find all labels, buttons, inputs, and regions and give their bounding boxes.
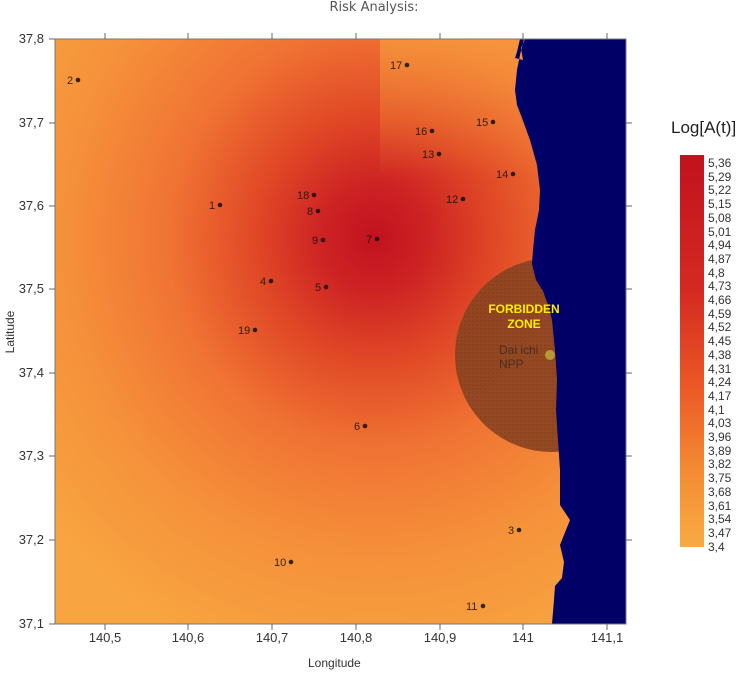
svg-text:NPP: NPP [499, 357, 524, 371]
colorbar-tick: 4,38 [708, 347, 732, 362]
svg-text:5: 5 [315, 282, 321, 294]
colorbar-tick: 3,4 [708, 539, 725, 554]
svg-text:FORBIDDEN: FORBIDDEN [488, 302, 559, 316]
svg-text:9: 9 [312, 235, 318, 247]
svg-text:17: 17 [390, 60, 402, 72]
x-tick: 140,6 [171, 630, 205, 645]
colorbar [680, 155, 704, 547]
x-tick: 141 [512, 630, 534, 645]
y-tick: 37,4 [18, 365, 44, 380]
y-tick: 37,8 [18, 31, 44, 46]
svg-text:16: 16 [415, 126, 427, 138]
colorbar-tick: 3,68 [708, 484, 732, 499]
colorbar-tick: 3,89 [708, 443, 732, 458]
x-tick: 140,7 [255, 630, 289, 645]
svg-text:19: 19 [238, 325, 250, 337]
colorbar-tick: 4,1 [708, 402, 725, 417]
x-tick: 141,1 [590, 630, 624, 645]
colorbar-tick: 5,08 [708, 210, 732, 225]
colorbar-tick: 3,96 [708, 430, 732, 444]
colorbar-tick: 5,15 [708, 197, 732, 212]
y-tick: 37,5 [18, 281, 44, 296]
x-axis-label: Longitude [308, 656, 361, 670]
colorbar-tick: 4,31 [708, 361, 732, 376]
svg-text:6: 6 [354, 421, 360, 433]
svg-text:18: 18 [297, 190, 309, 202]
x-tick: 140,8 [339, 630, 373, 645]
colorbar-tick: 4,17 [708, 388, 732, 403]
sea-area [515, 39, 626, 624]
y-tick: 37,1 [18, 616, 44, 631]
svg-text:4: 4 [260, 276, 266, 288]
svg-text:10: 10 [274, 557, 286, 569]
svg-text:ZONE: ZONE [507, 317, 540, 331]
colorbar-tick: 3,61 [708, 498, 732, 513]
y-tick: 37,2 [18, 532, 44, 547]
colorbar-title: Log[A(t)] [671, 118, 737, 137]
svg-text:2: 2 [67, 75, 73, 87]
colorbar-tick: 3,47 [708, 525, 732, 540]
colorbar-tick: 4,87 [708, 251, 732, 266]
colorbar-tick: 4,52 [708, 320, 732, 335]
colorbar-tick: 4,73 [708, 279, 732, 294]
svg-text:7: 7 [366, 234, 372, 246]
colorbar-tick: 5,36 [708, 156, 732, 170]
x-tick: 140,5 [88, 630, 122, 645]
svg-text:Dai ichi: Dai ichi [499, 343, 538, 357]
colorbar-tick: 5,29 [708, 169, 732, 184]
colorbar-tick: 4,66 [708, 293, 732, 307]
colorbar-tick: 4,59 [708, 306, 732, 321]
colorbar-tick: 3,75 [708, 471, 732, 486]
colorbar-tick: 4,03 [708, 416, 732, 431]
y-tick: 37,7 [18, 115, 44, 130]
colorbar-tick: 4,94 [708, 238, 732, 253]
colorbar-tick: 4,8 [708, 265, 725, 280]
svg-text:3: 3 [508, 525, 514, 537]
colorbar-tick: 4,45 [708, 334, 732, 349]
npp-marker [545, 350, 555, 360]
svg-text:11: 11 [466, 601, 477, 613]
colorbar-tick: 5,01 [708, 224, 732, 239]
svg-text:13: 13 [422, 149, 434, 161]
svg-text:8: 8 [307, 206, 313, 218]
y-axis-label: Latitude [3, 310, 17, 354]
y-tick: 37,3 [18, 448, 44, 463]
svg-text:12: 12 [446, 194, 458, 206]
colorbar-tick: 4,24 [708, 375, 732, 390]
y-tick: 37,6 [18, 198, 44, 213]
colorbar-tick: 3,54 [708, 512, 732, 527]
svg-text:14: 14 [496, 169, 508, 181]
colorbar-tick: 3,82 [708, 457, 732, 472]
colorbar-tick: 5,22 [708, 183, 732, 198]
chart-title: Risk Analysis: [329, 0, 419, 15]
svg-text:15: 15 [476, 117, 488, 129]
svg-text:1: 1 [209, 200, 215, 212]
x-tick: 140,9 [423, 630, 457, 645]
